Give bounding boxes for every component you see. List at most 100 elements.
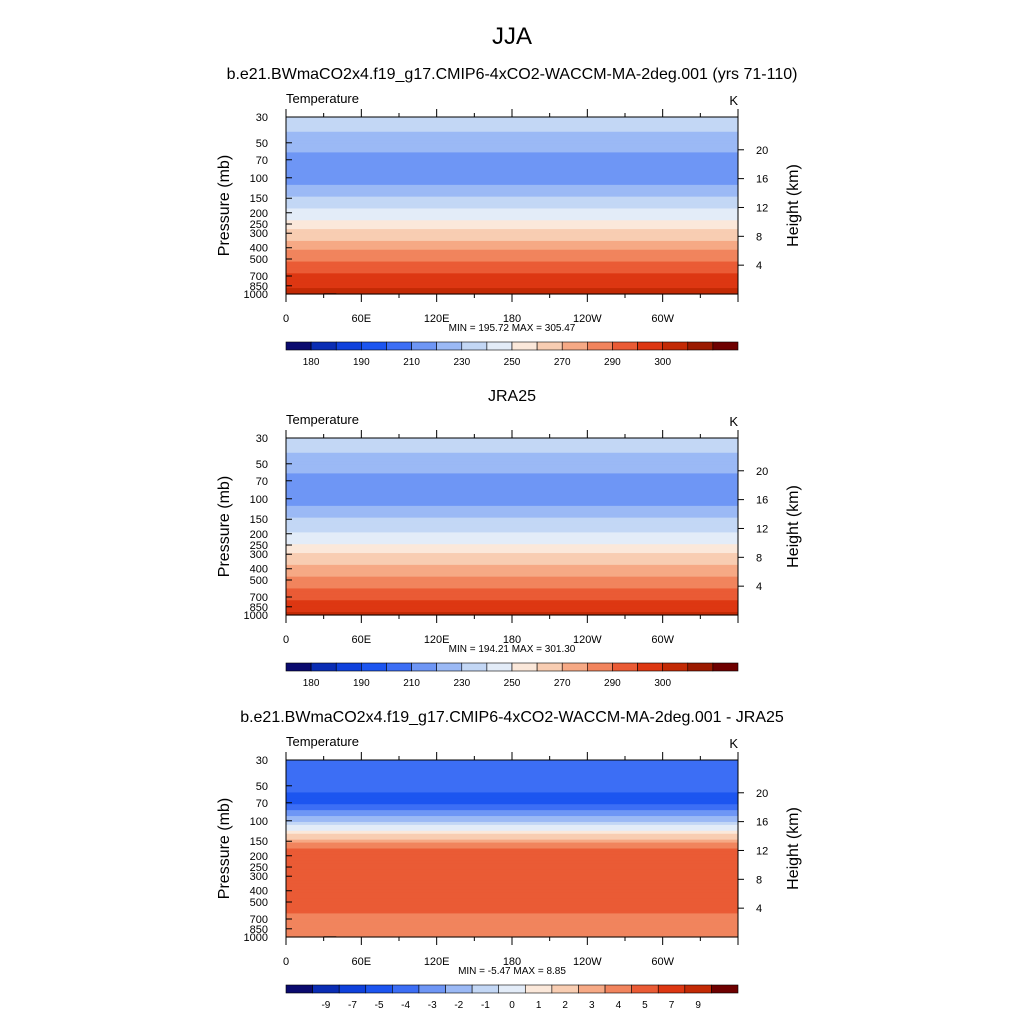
colorbar-label: 7 (669, 1000, 675, 1011)
contour-band (286, 482, 738, 486)
y-tick-label-right: 16 (756, 174, 768, 186)
contour-band (286, 795, 738, 799)
colorbar-box (687, 662, 714, 672)
colorbar-label: -2 (454, 1000, 463, 1011)
panel-difference: Temperature K0 60E 120E 180 120W 60W3050701001… (216, 734, 802, 1011)
contour-band (286, 152, 738, 156)
variable-label: Temperature (286, 91, 359, 106)
contour-band (286, 839, 738, 844)
colorbar-label: 270 (554, 357, 571, 368)
contour-band (286, 541, 738, 545)
y-tick-label-right: 8 (756, 552, 762, 564)
units-label: K (729, 736, 738, 751)
contour-band (286, 452, 738, 457)
y-tick-label-right: 4 (756, 581, 762, 593)
contour-band (286, 264, 738, 269)
contour-band (286, 789, 738, 794)
colorbar-box (411, 341, 437, 351)
contour-band (286, 898, 738, 903)
y-tick-label: 400 (250, 886, 268, 898)
contour-band (286, 187, 738, 192)
contour-band (286, 573, 738, 578)
contour-band (286, 497, 738, 501)
contour-band (286, 193, 738, 198)
contour-band (286, 485, 738, 489)
contour-band (286, 866, 738, 870)
x-tick-label: 180 (503, 956, 521, 968)
contour-band (286, 916, 738, 920)
contour-band (286, 276, 738, 280)
contour-band (286, 517, 738, 522)
x-tick-label: 0 (283, 634, 289, 646)
y-tick-label: 300 (250, 228, 268, 240)
contour-band (286, 499, 738, 504)
y-tick-label-right: 20 (756, 145, 768, 157)
figure-title: JJA (492, 23, 532, 50)
contour-band (286, 158, 738, 162)
contour-band (286, 131, 738, 136)
contour-band (286, 473, 738, 477)
colorbar-label: 250 (504, 678, 521, 689)
y-tick-label: 850 (250, 924, 268, 936)
x-tick-label: 60E (352, 956, 372, 968)
contour-band (286, 494, 738, 498)
colorbar-box (285, 662, 312, 672)
y-tick-label: 700 (250, 914, 268, 926)
contour-band (286, 470, 738, 474)
y-tick-label: 250 (250, 219, 268, 231)
colorbar-label: 290 (604, 678, 621, 689)
colorbar-box (392, 984, 420, 994)
colorbar-box (365, 984, 393, 994)
contour-band (286, 291, 738, 295)
contour-band (286, 202, 738, 207)
colorbar-box (587, 341, 613, 351)
colorbar-box (461, 341, 488, 351)
contour-band (286, 288, 738, 292)
colorbar-box (561, 341, 588, 351)
colorbar-box (637, 341, 663, 351)
y-tick-label: 300 (250, 549, 268, 561)
contour-band (286, 883, 738, 888)
contour-band (286, 491, 738, 495)
y-tick-label: 70 (256, 476, 268, 488)
contour-band (286, 836, 738, 841)
contour-band (286, 140, 738, 145)
x-tick-label: 60E (352, 634, 372, 646)
contour-band (286, 901, 738, 906)
contour-band (286, 780, 738, 785)
y-tick-label-right: 4 (756, 903, 762, 915)
colorbar-box (631, 984, 659, 994)
colorbar-label: 250 (504, 357, 521, 368)
contour-band (286, 907, 738, 912)
contour-band (286, 550, 738, 554)
contour-band (286, 211, 738, 215)
contour-band (286, 237, 738, 242)
colorbar-box (587, 662, 613, 672)
contour-band (286, 270, 738, 274)
contour-band (286, 443, 738, 448)
contour-band (286, 792, 738, 796)
contour-band (286, 249, 738, 254)
colorbar-box (486, 341, 513, 351)
colorbar-box (386, 662, 412, 672)
colorbar-label: -4 (401, 1000, 410, 1011)
contour-band (286, 553, 738, 557)
x-tick-label: 120E (424, 313, 450, 325)
y-axis-title-right: Height (km) (785, 164, 802, 247)
stats-label: MIN = -5.47 MAX = 8.85 (458, 966, 566, 977)
contour-band (286, 786, 738, 791)
y-tick-label: 100 (250, 494, 268, 506)
contour-band (286, 502, 738, 507)
colorbar-label: -7 (348, 1000, 357, 1011)
colorbar-box (335, 341, 362, 351)
contour-band (286, 579, 738, 584)
colorbar-box (511, 662, 538, 672)
colorbar-box (712, 341, 739, 351)
contour-band (286, 609, 738, 613)
contour-band (286, 146, 738, 151)
contour-band (286, 928, 738, 932)
contour-band (286, 214, 738, 218)
colorbar-box (310, 662, 337, 672)
y-axis-title-right: Height (km) (785, 807, 802, 890)
contour-band (286, 252, 738, 257)
